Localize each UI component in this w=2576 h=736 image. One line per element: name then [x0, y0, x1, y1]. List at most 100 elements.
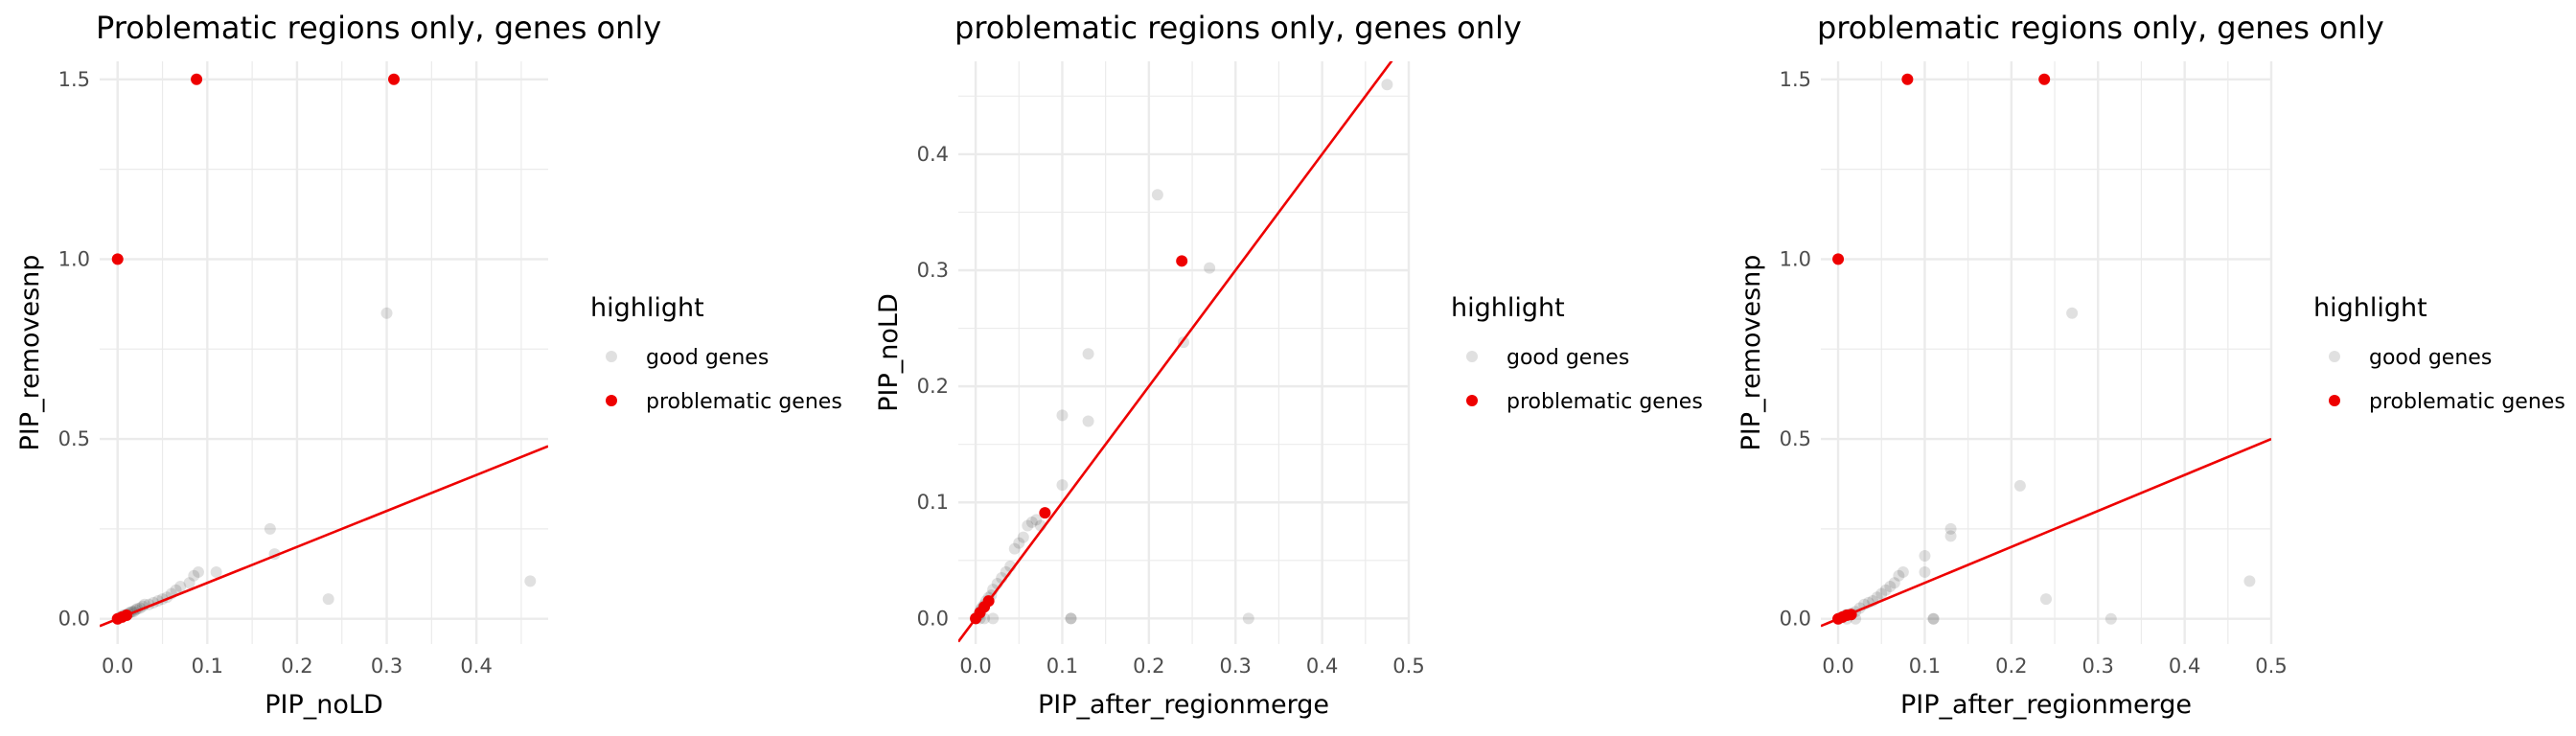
good-gene-point — [1897, 565, 1909, 578]
legend-title: highlight — [2313, 293, 2427, 323]
legend-label: problematic genes — [1506, 390, 1703, 414]
problematic-gene-point — [1832, 253, 1845, 265]
scatter-panel-1: 0.0 0.1 0.2 0.3 0.4 0.0 0.5 1.0 1.5 Problematic r… — [15, 10, 842, 720]
y-tick-label: 0.2 — [917, 375, 949, 398]
problematic-gene-point — [388, 73, 401, 85]
legend: highlight good genes problematic genes — [590, 293, 842, 414]
legend-label: problematic genes — [2369, 390, 2565, 414]
good-gene-point — [1919, 565, 1931, 578]
problematic-gene-point — [1039, 507, 1051, 519]
good-gene-point — [1151, 189, 1163, 201]
good-gene-point — [170, 584, 182, 596]
problematic-gene-point — [111, 253, 124, 265]
good-gene-point — [1888, 577, 1900, 589]
x-tick-label: 0.0 — [102, 655, 133, 678]
x-tick-label: 0.5 — [2255, 655, 2287, 678]
good-gene-point — [2066, 307, 2079, 319]
good-gene-point — [380, 307, 393, 319]
y-tick-label: 1.5 — [58, 68, 90, 91]
legend-marker — [606, 395, 617, 406]
good-gene-point — [1056, 409, 1069, 422]
good-gene-point — [1879, 584, 1892, 596]
x-tick-label: 0.4 — [460, 655, 492, 678]
good-gene-point — [1204, 262, 1216, 274]
good-gene-point — [1919, 550, 1931, 563]
problematic-gene-point — [1176, 255, 1188, 267]
legend-marker — [2329, 351, 2340, 362]
y-tick-label: 1.0 — [1780, 247, 1811, 270]
scatter-panel-2: 0.0 0.1 0.2 0.3 0.4 0.5 0.0 0.1 0.2 0.3 0.4 problem… — [874, 10, 1703, 720]
legend-marker — [1466, 395, 1478, 406]
x-tick-label: 0.2 — [1133, 655, 1164, 678]
legend-marker — [606, 351, 617, 362]
y-tick-label: 1.0 — [58, 247, 90, 270]
good-gene-point — [1381, 79, 1393, 91]
chart-title: problematic regions only, genes only — [954, 10, 1522, 46]
reference-line — [1821, 437, 2271, 628]
x-tick-label: 0.0 — [1822, 655, 1853, 678]
y-axis-title: PIP_removesnp — [1736, 255, 1766, 451]
x-tick-label: 0.0 — [959, 655, 991, 678]
x-tick-label: 0.3 — [371, 655, 402, 678]
good-gene-point — [1242, 612, 1254, 625]
y-tick-label: 0.0 — [58, 608, 90, 631]
good-gene-point — [1022, 519, 1034, 532]
good-gene-point — [1944, 530, 1957, 542]
good-gene-point — [192, 565, 204, 578]
y-axis-title: PIP_noLD — [874, 293, 904, 412]
y-tick-label: 1.5 — [1780, 68, 1811, 91]
y-tick-label: 0.1 — [917, 491, 949, 514]
x-axis-title: PIP_after_regionmerge — [1038, 690, 1329, 720]
good-gene-point — [1065, 612, 1077, 625]
good-gene-point — [2104, 612, 2117, 625]
good-gene-point — [2040, 593, 2052, 606]
legend-label: good genes — [646, 346, 769, 370]
good-gene-point — [1944, 522, 1957, 535]
y-axis-title: PIP_removesnp — [15, 255, 45, 451]
x-tick-label: 0.1 — [1909, 655, 1941, 678]
good-gene-point — [1056, 479, 1069, 492]
x-tick-label: 0.2 — [1995, 655, 2027, 678]
x-tick-label: 0.3 — [1220, 655, 1252, 678]
legend-marker — [1466, 351, 1478, 362]
good-gene-point — [2013, 479, 2026, 492]
legend-title: highlight — [590, 293, 704, 323]
x-tick-label: 0.2 — [281, 655, 312, 678]
good-gene-point — [1927, 612, 1940, 625]
good-gene-point — [1082, 348, 1094, 360]
y-tick-label: 0.5 — [1780, 427, 1811, 450]
good-gene-point — [188, 569, 200, 582]
reference-line — [958, 61, 1393, 643]
problematic-gene-point — [191, 73, 203, 85]
x-tick-label: 0.4 — [2169, 655, 2200, 678]
y-tick-label: 0.0 — [917, 607, 949, 630]
good-gene-point — [1082, 415, 1094, 427]
good-gene-point — [264, 522, 276, 535]
legend-title: highlight — [1451, 293, 1565, 323]
good-gene-point — [987, 612, 1000, 625]
problematic-gene-point — [1901, 73, 1914, 85]
good-gene-point — [1013, 537, 1025, 549]
y-tick-label: 0.5 — [58, 427, 90, 450]
good-gene-point — [1875, 587, 1888, 600]
good-gene-point — [174, 580, 187, 592]
chart-title: problematic regions only, genes only — [1817, 10, 2384, 46]
legend-label: good genes — [1506, 346, 1629, 370]
good-gene-point — [1008, 542, 1021, 555]
legend-label: good genes — [2369, 346, 2492, 370]
legend-label: problematic genes — [646, 390, 842, 414]
y-tick-label: 0.4 — [917, 143, 949, 166]
scatter-panel-3: 0.0 0.1 0.2 0.3 0.4 0.5 0.0 0.5 1.0 1.5 problemati… — [1736, 10, 2565, 720]
y-tick-label: 0.0 — [1780, 608, 1811, 631]
good-gene-point — [210, 565, 222, 578]
good-gene-point — [183, 577, 196, 589]
x-axis-title: PIP_after_regionmerge — [1900, 690, 2192, 720]
chart-title: Problematic regions only, genes only — [96, 10, 661, 46]
x-axis-title: PIP_noLD — [264, 690, 383, 720]
x-tick-label: 0.5 — [1392, 655, 1424, 678]
legend: highlight good genes problematic genes — [1451, 293, 1703, 414]
good-gene-point — [2243, 575, 2256, 587]
problematic-gene-point — [2038, 73, 2051, 85]
good-gene-point — [1030, 514, 1043, 526]
